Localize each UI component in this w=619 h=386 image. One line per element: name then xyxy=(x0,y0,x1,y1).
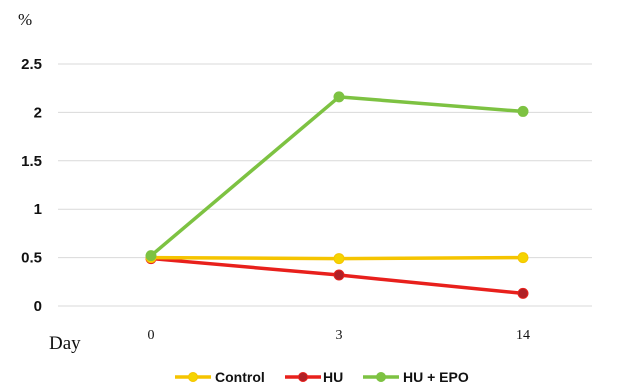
legend-item: HU xyxy=(285,369,343,385)
y-tick-label: 2 xyxy=(34,104,42,121)
y-tick-label: 1.5 xyxy=(21,153,42,170)
data-point xyxy=(333,91,345,103)
legend-swatch-marker xyxy=(376,372,386,382)
data-point xyxy=(517,252,529,264)
y-tick-label: 1 xyxy=(34,201,42,218)
legend-swatch-marker xyxy=(188,372,198,382)
series-hu xyxy=(145,253,529,299)
data-point xyxy=(145,250,157,262)
legend-label: HU + EPO xyxy=(403,369,469,385)
x-tick-label: 3 xyxy=(336,328,343,343)
series-layer xyxy=(145,91,529,299)
y-axis-label: % xyxy=(18,10,32,29)
legend-label: HU xyxy=(323,369,343,385)
data-point xyxy=(517,287,529,299)
series-line xyxy=(149,95,525,258)
series-hu-epo xyxy=(145,91,529,262)
legend-label: Control xyxy=(215,369,265,385)
x-tick-label: 0 xyxy=(148,328,155,343)
legend-item: HU + EPO xyxy=(363,369,469,385)
x-tick-label: 14 xyxy=(516,328,530,343)
y-tick-label: 0 xyxy=(34,298,42,315)
gridlines xyxy=(58,63,592,307)
legend-item: Control xyxy=(175,369,265,385)
y-tick-labels: 0 0.5 1 1.5 2 2.5 xyxy=(21,56,42,315)
y-tick-label: 0.5 xyxy=(21,250,42,267)
data-point xyxy=(333,253,345,265)
legend: Control HU HU + EPO xyxy=(175,369,469,385)
x-axis-label: Day xyxy=(49,333,81,354)
legend-swatch-marker xyxy=(298,372,308,382)
data-point xyxy=(333,269,345,281)
data-point xyxy=(517,105,529,117)
x-tick-labels: 0 3 14 xyxy=(148,328,531,343)
y-tick-label: 2.5 xyxy=(21,56,42,73)
